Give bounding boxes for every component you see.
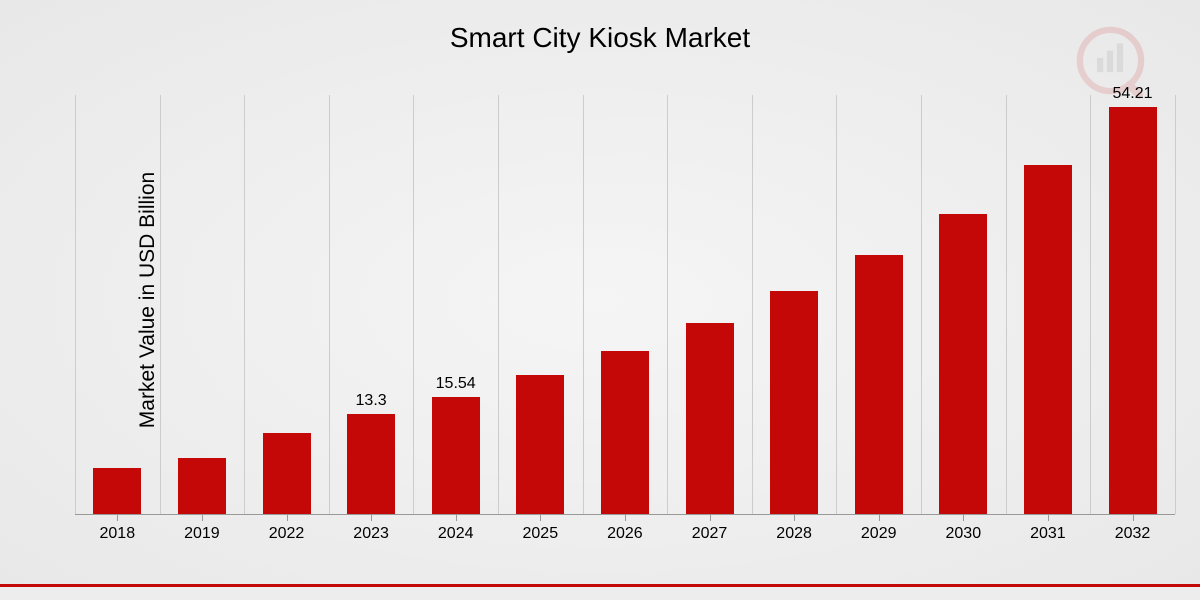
bar-2025 xyxy=(516,375,564,514)
grid-line xyxy=(244,95,245,514)
bar-value-label: 13.3 xyxy=(356,392,387,410)
grid-line xyxy=(752,95,753,514)
chart-title: Smart City Kiosk Market xyxy=(0,0,1200,54)
x-tick xyxy=(794,515,795,521)
bar xyxy=(939,214,987,514)
bar xyxy=(93,468,141,515)
grid-line xyxy=(1006,95,1007,514)
bar-2028 xyxy=(770,291,818,515)
x-tick xyxy=(625,515,626,521)
x-axis-label: 2019 xyxy=(184,525,220,543)
grid-line xyxy=(413,95,414,514)
x-tick xyxy=(963,515,964,521)
x-axis-label: 2026 xyxy=(607,525,643,543)
x-tick xyxy=(456,515,457,521)
grid-line xyxy=(75,95,76,514)
x-tick xyxy=(287,515,288,521)
bar xyxy=(178,458,226,514)
x-tick xyxy=(1133,515,1134,521)
bottom-accent-band xyxy=(0,584,1200,600)
bar-2031 xyxy=(1024,165,1072,514)
x-axis-label: 2024 xyxy=(438,525,474,543)
bar xyxy=(1109,107,1157,514)
plot-area: 13.315.5454.21 xyxy=(75,95,1175,515)
grid-line xyxy=(1175,95,1176,514)
x-tick xyxy=(540,515,541,521)
bar-2026 xyxy=(601,351,649,515)
x-tick xyxy=(371,515,372,521)
bar xyxy=(347,414,395,514)
x-axis-label: 2027 xyxy=(692,525,728,543)
bar-2030 xyxy=(939,214,987,514)
x-axis-label: 2023 xyxy=(353,525,389,543)
bar xyxy=(770,291,818,515)
bar-2019 xyxy=(178,458,226,514)
x-axis-label: 2028 xyxy=(776,525,812,543)
x-axis-label: 2030 xyxy=(946,525,982,543)
x-axis-label: 2018 xyxy=(100,525,136,543)
x-tick xyxy=(879,515,880,521)
bar xyxy=(1024,165,1072,514)
bar xyxy=(263,433,311,514)
bar-value-label: 54.21 xyxy=(1112,85,1152,103)
bar xyxy=(855,255,903,514)
x-axis-label: 2025 xyxy=(523,525,559,543)
x-axis-label: 2032 xyxy=(1115,525,1151,543)
grid-line xyxy=(1090,95,1091,514)
grid-line xyxy=(160,95,161,514)
x-axis-label: 2031 xyxy=(1030,525,1066,543)
x-tick xyxy=(202,515,203,521)
bar xyxy=(432,397,480,514)
bar xyxy=(601,351,649,515)
bar xyxy=(686,323,734,514)
grid-line xyxy=(921,95,922,514)
bar-2023: 13.3 xyxy=(347,392,395,514)
grid-line xyxy=(836,95,837,514)
grid-line xyxy=(667,95,668,514)
x-tick xyxy=(117,515,118,521)
chart-area: 13.315.5454.21 2018201920222023202420252… xyxy=(75,95,1175,555)
bar-2024: 15.54 xyxy=(432,375,480,514)
grid-line xyxy=(583,95,584,514)
x-axis-label: 2029 xyxy=(861,525,897,543)
bar-2018 xyxy=(93,468,141,515)
bar-2032: 54.21 xyxy=(1109,85,1157,514)
bar xyxy=(516,375,564,514)
bar-2029 xyxy=(855,255,903,514)
bar-value-label: 15.54 xyxy=(436,375,476,393)
x-tick xyxy=(1048,515,1049,521)
bar-2027 xyxy=(686,323,734,514)
x-tick xyxy=(710,515,711,521)
grid-line xyxy=(329,95,330,514)
grid-line xyxy=(498,95,499,514)
x-axis-label: 2022 xyxy=(269,525,305,543)
bar-2022 xyxy=(263,433,311,514)
